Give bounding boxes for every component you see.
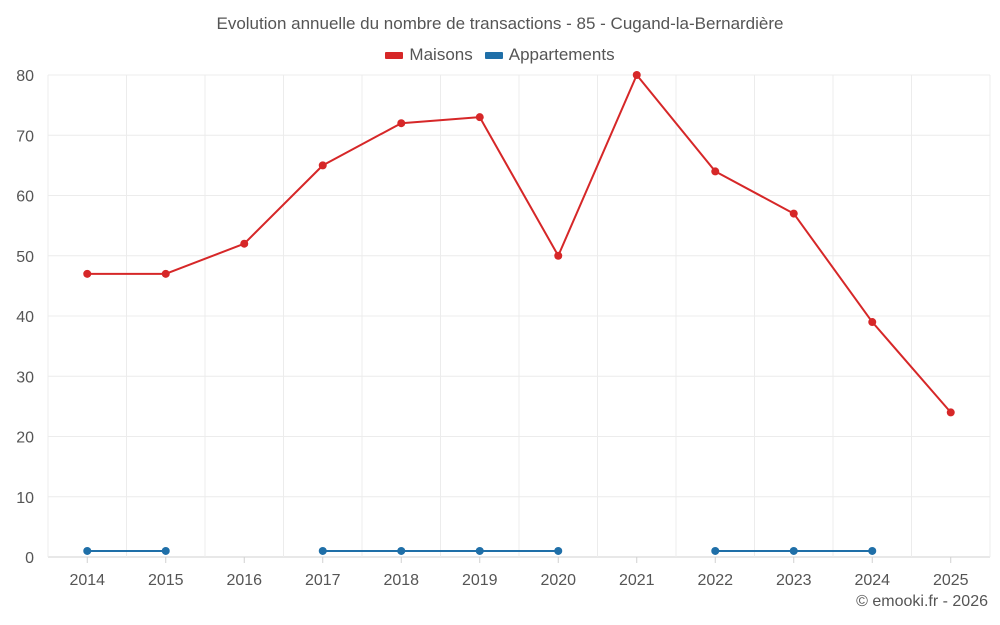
chart-title: Evolution annuelle du nombre de transact… (216, 14, 784, 33)
legend-label-appartements: Appartements (508, 45, 615, 64)
data-point-appartements-2017 (318, 546, 327, 555)
y-tick-label: 30 (16, 369, 34, 386)
x-tick-label: 2020 (540, 572, 576, 589)
x-tick-label: 2025 (933, 572, 969, 589)
data-point-maisons-2016 (240, 239, 249, 248)
y-tick-label: 20 (16, 430, 34, 447)
data-point-maisons-2023 (789, 209, 798, 218)
y-tick-label: 10 (16, 490, 34, 507)
data-point-maisons-2024 (868, 318, 877, 327)
legend-item-appartements[interactable]: Appartements (484, 45, 615, 65)
x-tick-label: 2015 (148, 572, 184, 589)
data-point-maisons-2021 (632, 71, 641, 79)
y-tick-label: 70 (16, 128, 34, 145)
data-point-maisons-2025 (946, 408, 955, 417)
x-tick-label: 2022 (697, 572, 733, 589)
data-point-appartements-2014 (83, 546, 92, 555)
x-tick-label: 2024 (854, 572, 890, 589)
data-point-appartements-2024 (868, 546, 877, 555)
y-tick-label: 40 (16, 309, 34, 326)
data-point-maisons-2014 (83, 269, 92, 278)
legend-label-maisons: Maisons (409, 45, 473, 64)
x-tick-label: 2016 (226, 572, 262, 589)
x-tick-label: 2018 (383, 572, 419, 589)
data-point-maisons-2017 (318, 161, 327, 170)
legend-swatch-appartements (484, 51, 503, 59)
data-point-appartements-2020 (554, 546, 563, 555)
data-point-appartements-2015 (161, 546, 170, 555)
series-line-maisons (87, 74, 952, 414)
legend-swatch-maisons (385, 51, 404, 59)
data-point-maisons-2020 (554, 251, 563, 260)
data-point-appartements-2019 (475, 546, 484, 555)
y-tick-label: 80 (16, 68, 34, 85)
data-point-maisons-2018 (397, 119, 406, 128)
x-tick-label: 2017 (305, 572, 341, 589)
data-point-maisons-2015 (161, 269, 170, 278)
x-tick-label: 2023 (776, 572, 812, 589)
data-point-maisons-2019 (475, 113, 484, 122)
data-point-maisons-2022 (711, 167, 720, 176)
credit-text: © emooki.fr - 2026 (856, 593, 988, 610)
data-point-appartements-2023 (789, 546, 798, 555)
data-point-appartements-2018 (397, 546, 406, 555)
y-tick-label: 50 (16, 249, 34, 266)
x-tick-label: 2021 (619, 572, 655, 589)
y-tick-label: 0 (25, 550, 34, 567)
y-tick-label: 60 (16, 189, 34, 206)
data-point-appartements-2022 (711, 546, 720, 555)
legend: Maisons Appartements (0, 45, 1000, 65)
legend-item-maisons[interactable]: Maisons (385, 45, 473, 65)
x-tick-label: 2014 (69, 572, 105, 589)
x-tick-label: 2019 (462, 572, 498, 589)
